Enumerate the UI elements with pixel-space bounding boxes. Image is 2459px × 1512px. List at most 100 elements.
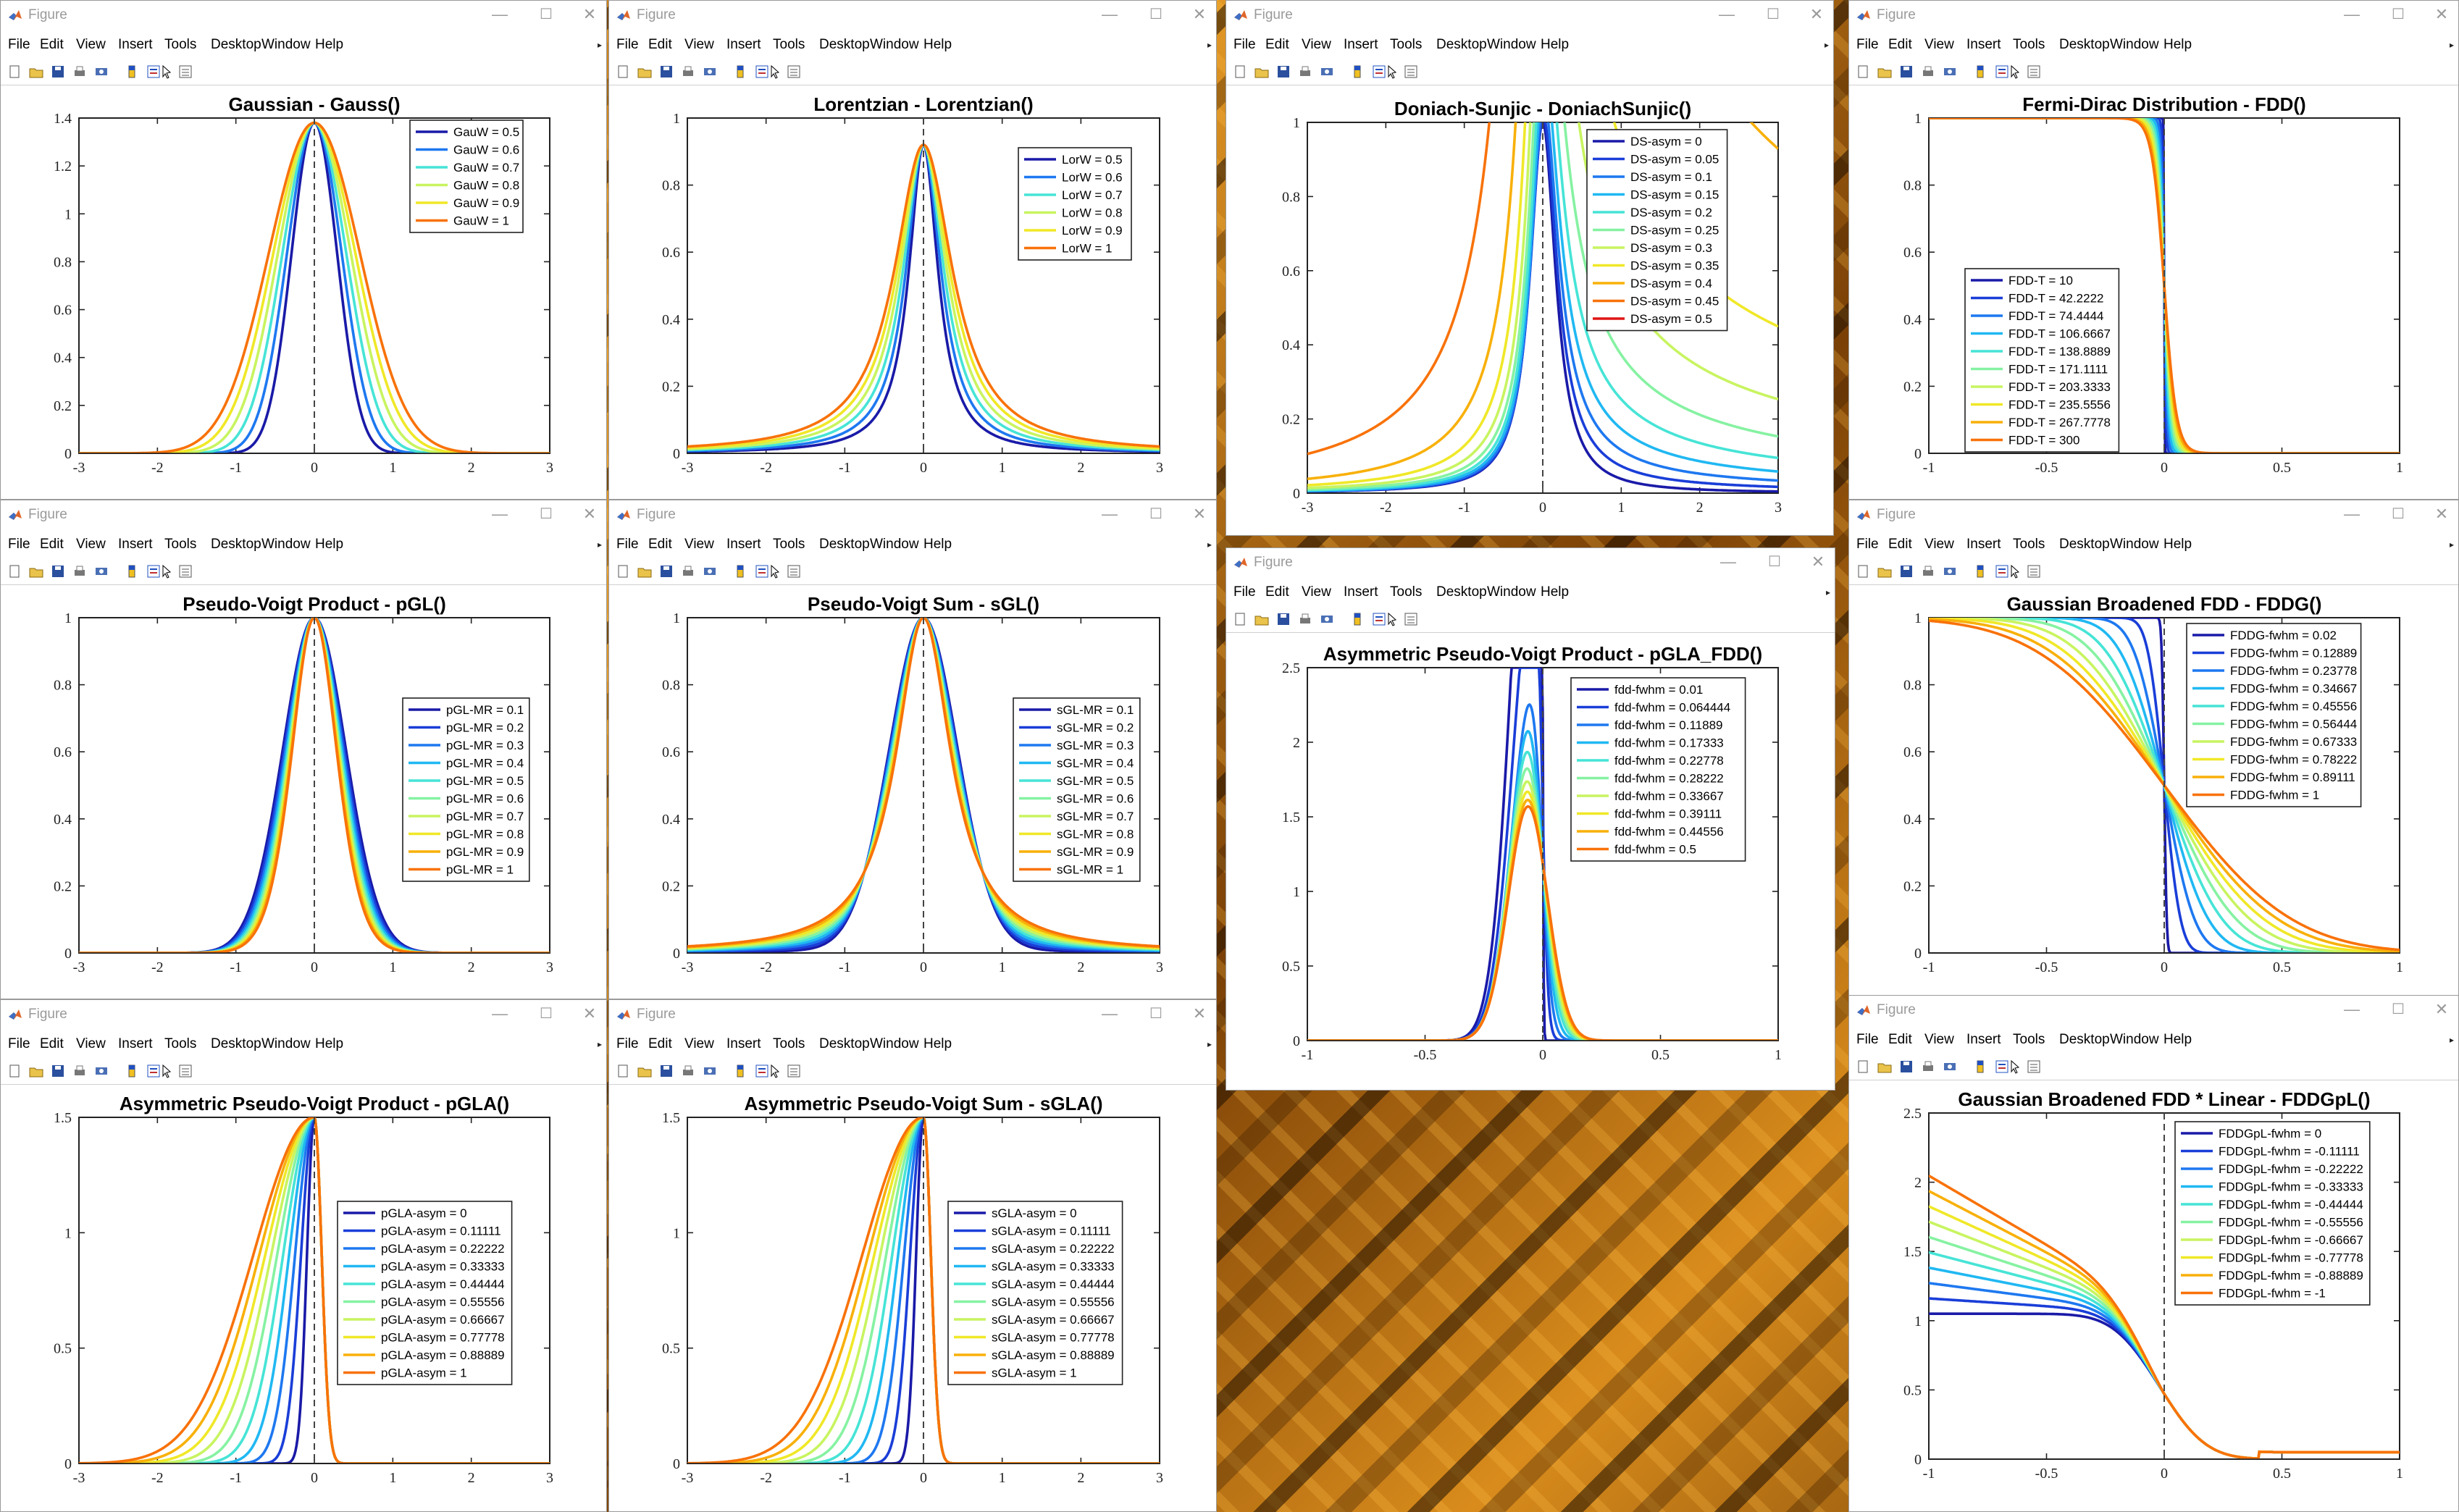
pointer-icon[interactable] bbox=[2007, 563, 2023, 579]
colorbar-icon[interactable] bbox=[1972, 1059, 1988, 1075]
colorbar-icon[interactable] bbox=[1972, 563, 1988, 579]
title-bar[interactable]: Figure — ☐ ✕ bbox=[1849, 500, 2458, 529]
menu-view[interactable]: View bbox=[1924, 537, 1954, 552]
minimize-button[interactable]: — bbox=[2344, 1000, 2360, 1018]
menu-window[interactable]: Window bbox=[870, 537, 919, 552]
menu-file[interactable]: File bbox=[8, 1036, 30, 1051]
minimize-button[interactable]: — bbox=[1102, 5, 1118, 23]
plot-area[interactable]: Pseudo-Voigt Product - pGL() -3 -2 -1 0 1 2 3 0 0… bbox=[1, 586, 606, 999]
legend[interactable]: FDDG-fwhm = 0.02 FDDG-fwhm = 0.12889 FDDG-… bbox=[2186, 623, 2362, 807]
menu-view[interactable]: View bbox=[684, 1036, 714, 1051]
colorbar-icon[interactable] bbox=[124, 64, 140, 80]
menu-overflow-arrow-icon[interactable]: ▸ bbox=[1207, 539, 1212, 550]
open-file-icon[interactable] bbox=[1877, 1059, 1893, 1075]
new-figure-icon[interactable] bbox=[615, 1063, 631, 1079]
figure-window-lor[interactable]: Figure — ☐ ✕ File Edit View Insert Tools Desktop W… bbox=[608, 0, 1217, 500]
close-button[interactable]: ✕ bbox=[2434, 1000, 2449, 1018]
close-button[interactable]: ✕ bbox=[2434, 505, 2449, 523]
print-icon[interactable] bbox=[680, 64, 696, 80]
menu-file[interactable]: File bbox=[1856, 537, 1879, 552]
minimize-button[interactable]: — bbox=[492, 1004, 508, 1022]
figure-window-fdd[interactable]: Figure — ☐ ✕ File Edit View Insert Tools Desktop W… bbox=[1848, 0, 2459, 500]
new-figure-icon[interactable] bbox=[7, 1063, 22, 1079]
title-bar[interactable]: Figure — ☐ ✕ bbox=[1226, 1, 1833, 30]
minimize-button[interactable]: — bbox=[1102, 505, 1118, 523]
plot-area[interactable]: Asymmetric Pseudo-Voigt Product - pGLA()… bbox=[1, 1085, 606, 1511]
menu-view[interactable]: View bbox=[76, 1036, 106, 1051]
open-file-icon[interactable] bbox=[637, 64, 653, 80]
menu-insert[interactable]: Insert bbox=[118, 1036, 153, 1051]
menu-overflow-arrow-icon[interactable]: ▸ bbox=[2449, 1035, 2454, 1045]
legend-toggle-icon[interactable] bbox=[1371, 611, 1387, 627]
close-button[interactable]: ✕ bbox=[1192, 1004, 1207, 1022]
new-figure-icon[interactable] bbox=[1855, 64, 1871, 80]
menu-help[interactable]: Help bbox=[923, 37, 952, 52]
save-icon[interactable] bbox=[658, 1063, 674, 1079]
print-preview-icon[interactable] bbox=[1942, 64, 1958, 80]
menu-insert[interactable]: Insert bbox=[1966, 537, 2001, 552]
print-icon[interactable] bbox=[1297, 64, 1313, 80]
menu-file[interactable]: File bbox=[616, 37, 639, 52]
title-bar[interactable]: Figure — ☐ ✕ bbox=[1, 500, 606, 529]
close-button[interactable]: ✕ bbox=[582, 505, 597, 523]
menu-view[interactable]: View bbox=[76, 537, 106, 552]
maximize-button[interactable]: ☐ bbox=[1149, 1006, 1163, 1022]
legend[interactable]: LorW = 0.5 LorW = 0.6 LorW = 0.7 LorW = 0.8… bbox=[1018, 147, 1132, 261]
legend[interactable]: pGLA-asym = 0 pGLA-asym = 0.11111 pGLA-asy… bbox=[337, 1201, 513, 1385]
open-file-icon[interactable] bbox=[28, 64, 44, 80]
print-icon[interactable] bbox=[72, 1063, 88, 1079]
save-icon[interactable] bbox=[1898, 64, 1914, 80]
menu-help[interactable]: Help bbox=[1541, 37, 1570, 52]
close-button[interactable]: ✕ bbox=[582, 5, 597, 23]
close-button[interactable]: ✕ bbox=[2434, 5, 2449, 23]
legend[interactable]: sGL-MR = 0.1 sGL-MR = 0.2 sGL-MR = 0.3 sGL-… bbox=[1013, 697, 1141, 882]
menu-file[interactable]: File bbox=[616, 1036, 639, 1051]
menu-tools[interactable]: Tools bbox=[773, 537, 805, 552]
save-icon[interactable] bbox=[658, 64, 674, 80]
open-file-icon[interactable] bbox=[1254, 64, 1270, 80]
pointer-icon[interactable] bbox=[1384, 611, 1400, 627]
new-figure-icon[interactable] bbox=[7, 563, 22, 579]
legend-toggle-icon[interactable] bbox=[146, 1063, 162, 1079]
menu-desktop[interactable]: Desktop bbox=[1436, 584, 1487, 600]
open-file-icon[interactable] bbox=[637, 1063, 653, 1079]
menu-window[interactable]: Window bbox=[261, 537, 311, 552]
pointer-icon[interactable] bbox=[767, 64, 783, 80]
title-bar[interactable]: Figure — ☐ ✕ bbox=[1226, 548, 1835, 577]
menu-window[interactable]: Window bbox=[1487, 584, 1536, 600]
minimize-button[interactable]: — bbox=[1719, 5, 1735, 23]
new-figure-icon[interactable] bbox=[7, 64, 22, 80]
colorbar-icon[interactable] bbox=[124, 563, 140, 579]
pointer-icon[interactable] bbox=[767, 563, 783, 579]
print-preview-icon[interactable] bbox=[702, 64, 718, 80]
figure-window-gauss[interactable]: Figure — ☐ ✕ File Edit View Insert Tools Desktop W… bbox=[0, 0, 607, 500]
title-bar[interactable]: Figure — ☐ ✕ bbox=[1849, 996, 2458, 1025]
menu-window[interactable]: Window bbox=[2110, 1032, 2159, 1047]
menu-edit[interactable]: Edit bbox=[648, 1036, 672, 1051]
minimize-button[interactable]: — bbox=[1720, 553, 1736, 571]
print-preview-icon[interactable] bbox=[1942, 563, 1958, 579]
menu-file[interactable]: File bbox=[1856, 1032, 1879, 1047]
close-button[interactable]: ✕ bbox=[1192, 505, 1207, 523]
menu-view[interactable]: View bbox=[1924, 37, 1954, 52]
print-icon[interactable] bbox=[1920, 64, 1936, 80]
property-editor-icon[interactable] bbox=[177, 563, 193, 579]
pointer-icon[interactable] bbox=[159, 1063, 175, 1079]
menu-help[interactable]: Help bbox=[315, 37, 344, 52]
colorbar-icon[interactable] bbox=[1349, 611, 1365, 627]
menu-overflow-arrow-icon[interactable]: ▸ bbox=[597, 1039, 602, 1049]
maximize-button[interactable]: ☐ bbox=[2392, 7, 2405, 22]
menu-insert[interactable]: Insert bbox=[726, 37, 761, 52]
title-bar[interactable]: Figure — ☐ ✕ bbox=[1849, 1, 2458, 30]
print-preview-icon[interactable] bbox=[93, 563, 109, 579]
plot-area[interactable]: Doniach-Sunjic - DoniachSunjic() -3 -2 -1 0 1… bbox=[1226, 86, 1833, 535]
minimize-button[interactable]: — bbox=[1102, 1004, 1118, 1022]
menu-tools[interactable]: Tools bbox=[773, 37, 805, 52]
close-button[interactable]: ✕ bbox=[1809, 5, 1824, 23]
close-button[interactable]: ✕ bbox=[582, 1004, 597, 1022]
open-file-icon[interactable] bbox=[1877, 563, 1893, 579]
menu-insert[interactable]: Insert bbox=[726, 1036, 761, 1051]
new-figure-icon[interactable] bbox=[1232, 64, 1248, 80]
legend-toggle-icon[interactable] bbox=[1994, 64, 2010, 80]
property-editor-icon[interactable] bbox=[1403, 611, 1419, 627]
